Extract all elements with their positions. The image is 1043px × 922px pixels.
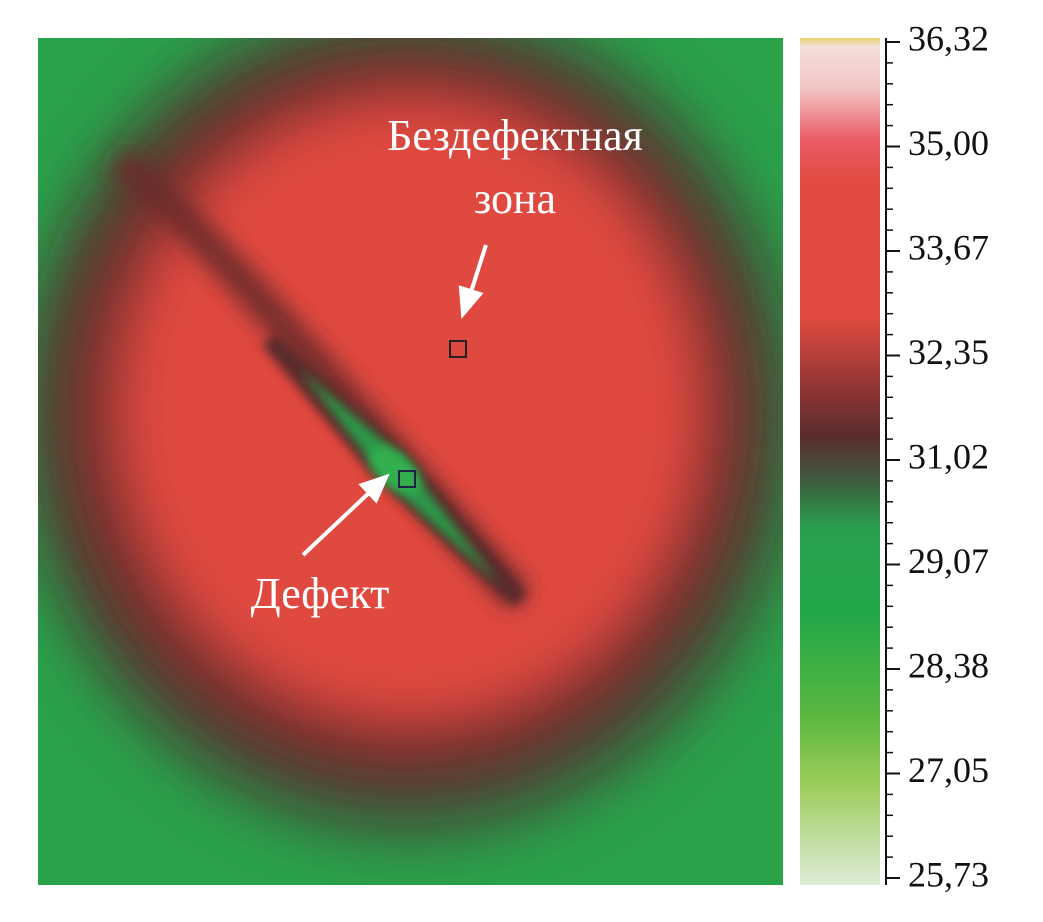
colorbar-label: 27,05 (908, 750, 989, 790)
marker-square (398, 470, 416, 488)
colorbar-label: 29,07 (908, 541, 989, 581)
colorbar-label: 35,00 (908, 123, 989, 163)
colorbar (800, 38, 880, 885)
colorbar-label: 33,67 (908, 227, 989, 267)
colorbar-label: 31,02 (908, 436, 989, 476)
colorbar-label: 28,38 (908, 645, 989, 685)
colorbar-ticks: 36,32 35,00 33,67 32,35 31,02 29,07 28,38 27,05… (886, 18, 989, 894)
annotation: Бездефектная (387, 111, 643, 160)
annotation: Дефект (251, 569, 390, 618)
colorbar-label: 32,35 (908, 332, 989, 372)
annotation: зона (474, 174, 556, 223)
marker-square (449, 340, 467, 358)
arrows (301, 244, 488, 557)
colorbar-label: 25,73 (908, 854, 989, 894)
colorbar-label: 36,32 (908, 18, 989, 58)
